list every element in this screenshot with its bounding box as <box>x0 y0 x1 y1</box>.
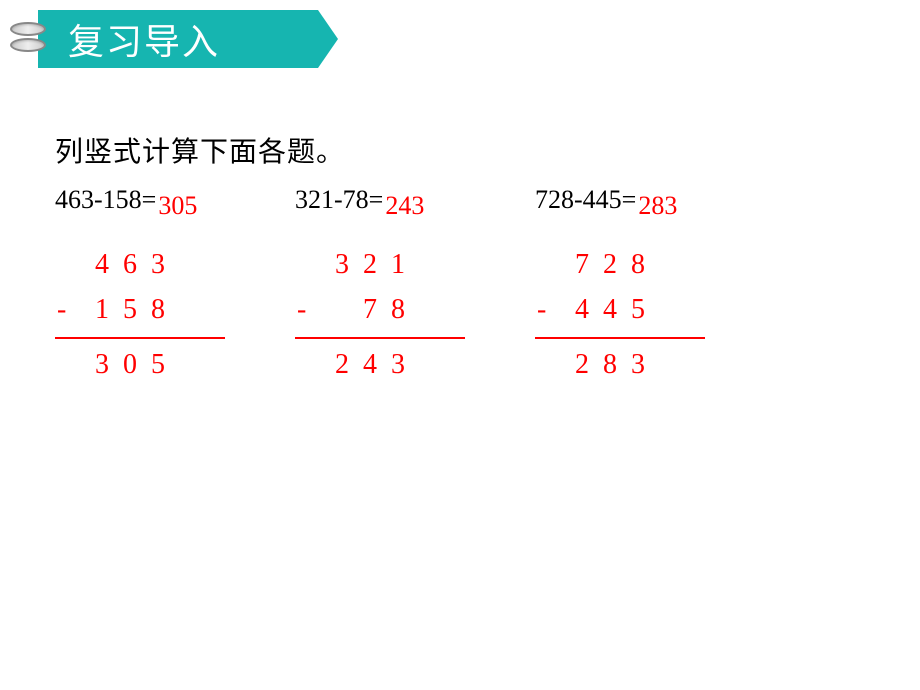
problem-2-result: 243 <box>295 343 465 388</box>
digit: 8 <box>631 249 659 280</box>
problem-2-answer: 243 <box>385 191 424 221</box>
digit: 4 <box>603 294 631 325</box>
digit: 3 <box>95 349 123 380</box>
digit: 2 <box>335 349 363 380</box>
problem-2-vertical: 321 -078 243 <box>295 243 465 387</box>
digit: 8 <box>603 349 631 380</box>
problem-1-minuend: 463 <box>55 243 225 288</box>
instruction-text: 列竖式计算下面各题。 <box>55 130 345 170</box>
minus-sign: - <box>297 288 335 333</box>
digit: 7 <box>575 249 603 280</box>
problem-1-result: 305 <box>55 343 225 388</box>
problem-3-result: 283 <box>535 343 705 388</box>
digit: 1 <box>391 249 419 280</box>
problems-container: 463-158=305 463 -158 305 321-78=243 321 … <box>55 185 875 387</box>
digit: 5 <box>151 349 179 380</box>
digit: 6 <box>123 249 151 280</box>
problem-3-minuend: 728 <box>535 243 705 288</box>
digit: 3 <box>631 349 659 380</box>
problem-1-subtrahend: -158 <box>55 288 225 333</box>
tab-corner <box>318 10 338 68</box>
problem-1-vertical: 463 -158 305 <box>55 243 225 387</box>
digit: 5 <box>631 294 659 325</box>
digit: 3 <box>151 249 179 280</box>
minus-sign: - <box>57 288 95 333</box>
problem-1: 463-158=305 463 -158 305 <box>55 185 225 387</box>
problem-3: 728-445=283 728 -445 283 <box>535 185 705 387</box>
digit: 3 <box>335 249 363 280</box>
problem-3-line <box>535 337 705 339</box>
digit: 0 <box>123 349 151 380</box>
problem-2-minuend: 321 <box>295 243 465 288</box>
problem-1-expression: 463-158= <box>55 185 156 215</box>
spiral-binding <box>10 22 46 54</box>
problem-3-subtrahend: -445 <box>535 288 705 333</box>
problem-2-subtrahend: -078 <box>295 288 465 333</box>
digit: 2 <box>575 349 603 380</box>
digit: 4 <box>95 249 123 280</box>
problem-2: 321-78=243 321 -078 243 <box>295 185 465 387</box>
problem-1-answer: 305 <box>158 191 197 221</box>
digit: 4 <box>575 294 603 325</box>
problem-2-expression: 321-78= <box>295 185 383 215</box>
problem-3-answer: 283 <box>638 191 677 221</box>
digit: 3 <box>391 349 419 380</box>
problem-2-line <box>295 337 465 339</box>
digit: 4 <box>363 349 391 380</box>
tab-body: 复习导入 <box>38 10 318 68</box>
digit: 2 <box>603 249 631 280</box>
digit: 2 <box>363 249 391 280</box>
problem-1-line <box>55 337 225 339</box>
digit: 7 <box>363 294 391 325</box>
problem-3-expression: 728-445= <box>535 185 636 215</box>
digit: 5 <box>123 294 151 325</box>
digit: 1 <box>95 294 123 325</box>
minus-sign: - <box>537 288 575 333</box>
digit: 8 <box>391 294 419 325</box>
problem-3-vertical: 728 -445 283 <box>535 243 705 387</box>
tab-title: 复习导入 <box>68 13 220 65</box>
digit: 8 <box>151 294 179 325</box>
